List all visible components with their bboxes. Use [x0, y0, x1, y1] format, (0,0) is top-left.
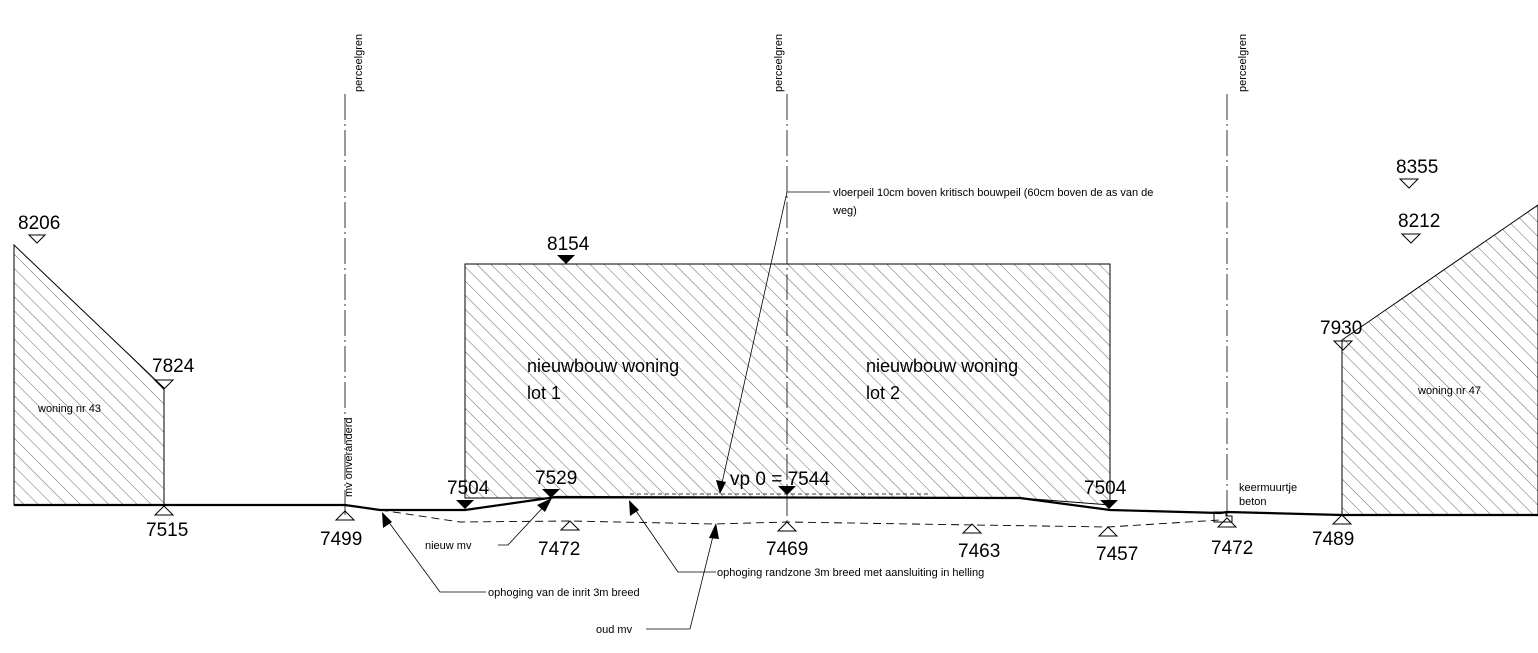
svg-text:7472: 7472	[538, 539, 580, 560]
svg-text:ophoging randzone 3m breed met: ophoging randzone 3m breed met aansluiti…	[717, 567, 984, 579]
right-house-label: woning nr 47	[1417, 385, 1481, 397]
left-house: woning nr 43	[13, 243, 165, 506]
new-build-block: nieuwbouw woning lot 1 nieuwbouw woning …	[464, 263, 1111, 506]
right-house-hatch	[1341, 204, 1538, 516]
svg-text:nieuw mv: nieuw mv	[425, 540, 472, 552]
svg-text:perceelgren: perceelgren	[1237, 34, 1249, 92]
new-build-hatch	[464, 263, 1111, 506]
svg-text:7824: 7824	[152, 356, 195, 377]
svg-text:weg): weg)	[832, 205, 857, 217]
svg-text:7457: 7457	[1096, 544, 1138, 565]
retaining-wall: keermuurtje beton	[1213, 482, 1297, 523]
svg-text:7489: 7489	[1312, 529, 1354, 550]
svg-text:perceelgren: perceelgren	[773, 34, 785, 92]
svg-text:8212: 8212	[1398, 211, 1440, 232]
svg-text:8206: 8206	[18, 213, 60, 234]
level-marker-left-ground: 7515	[146, 505, 188, 541]
left-house-label: woning nr 43	[37, 403, 101, 415]
level-marker-left-peak: 8206	[18, 213, 60, 244]
svg-text:vp 0 = 7544: vp 0 = 7544	[730, 469, 830, 490]
svg-text:perceelgren: perceelgren	[353, 34, 365, 92]
level-marker-right-peak: 8355	[1396, 157, 1438, 189]
lot2-title: nieuwbouw woning	[866, 356, 1018, 376]
level-marker-left-eave: 7824	[152, 356, 195, 390]
svg-text:7469: 7469	[766, 539, 808, 560]
level-marker-ramp-top: 7529	[535, 468, 577, 498]
svg-text:7504: 7504	[447, 478, 490, 499]
boundary-line-right: perceelgren	[1226, 34, 1249, 518]
annotation-driveway: ophoging van de inrit 3m breed	[382, 512, 640, 599]
svg-text:7529: 7529	[535, 468, 577, 489]
annotation-new-mv: nieuw mv	[425, 498, 552, 552]
level-marker-mv-left: 7499 mv onveranderd	[320, 418, 362, 551]
svg-text:mv onveranderd: mv onveranderd	[343, 418, 355, 498]
lot1-subtitle: lot 1	[527, 383, 561, 403]
left-house-hatch	[13, 243, 165, 506]
new-ground-line	[14, 495, 1538, 517]
svg-text:oud mv: oud mv	[596, 624, 633, 636]
boundary-line-left: perceelgren	[344, 34, 365, 515]
svg-text:7515: 7515	[146, 520, 188, 541]
svg-text:beton: beton	[1239, 496, 1267, 508]
annotation-edge-zone: ophoging randzone 3m breed met aansluiti…	[629, 500, 984, 579]
old-ground-line	[379, 509, 1221, 528]
lot2-subtitle: lot 2	[866, 383, 900, 403]
level-marker-center: 7469	[766, 521, 808, 560]
svg-text:8355: 8355	[1396, 157, 1438, 178]
svg-text:7463: 7463	[958, 541, 1000, 562]
level-marker-right-eave: 7930	[1320, 318, 1362, 351]
svg-text:7504: 7504	[1084, 478, 1127, 499]
level-marker-roof: 8154	[547, 234, 590, 264]
annotation-floor-note: vloerpeil 10cm boven kritisch bouwpeil (…	[716, 187, 1153, 494]
level-marker-floor: vp 0 = 7544	[730, 469, 830, 495]
svg-text:keermuurtje: keermuurtje	[1239, 482, 1297, 494]
svg-text:8154: 8154	[547, 234, 590, 255]
svg-text:7499: 7499	[320, 529, 362, 550]
annotation-old-mv: oud mv	[596, 523, 719, 636]
right-house: woning nr 47	[1341, 204, 1538, 516]
level-marker-edge-right: 7504 7457	[1084, 478, 1138, 565]
svg-text:7930: 7930	[1320, 318, 1362, 339]
level-marker-edge-left: 7504	[447, 478, 490, 509]
lot1-title: nieuwbouw woning	[527, 356, 679, 376]
level-marker-old-1: 7472	[538, 520, 580, 560]
level-marker-old-right: 7472	[1211, 517, 1253, 559]
svg-text:ophoging van de inrit 3m breed: ophoging van de inrit 3m breed	[488, 587, 640, 599]
level-marker-mid-right: 7463	[958, 523, 1000, 562]
boundary-line-center: perceelgren	[773, 34, 788, 522]
svg-text:7472: 7472	[1211, 538, 1253, 559]
svg-text:vloerpeil 10cm boven kritisch: vloerpeil 10cm boven kritisch bouwpeil (…	[833, 187, 1153, 199]
level-marker-right-ground: 7489	[1312, 514, 1354, 550]
level-marker-right-roof: 8212	[1398, 211, 1440, 244]
